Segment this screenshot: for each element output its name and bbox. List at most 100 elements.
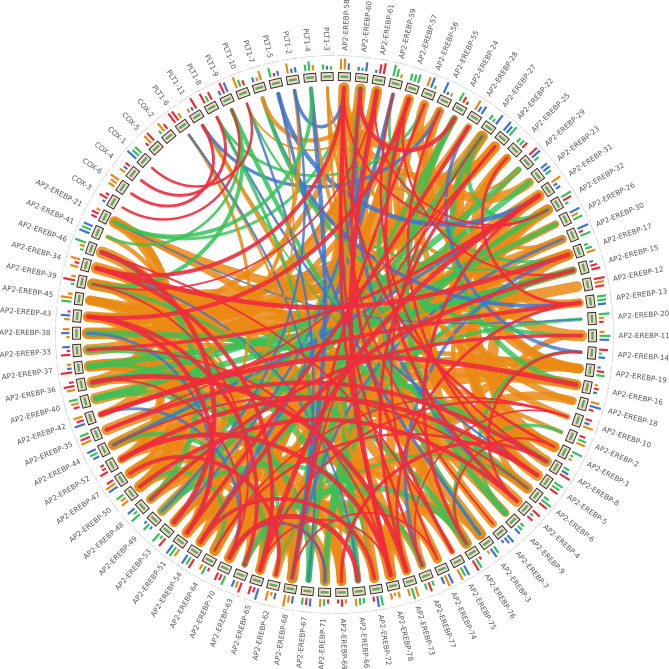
expression-bar bbox=[594, 280, 605, 285]
expression-bar bbox=[488, 114, 494, 121]
track-guide-arc bbox=[609, 290, 613, 308]
expression-bar bbox=[569, 454, 574, 458]
track-guide-arc bbox=[148, 115, 163, 127]
expression-bar bbox=[584, 421, 590, 426]
expression-bar bbox=[596, 373, 605, 378]
gene-domain-mark bbox=[544, 185, 552, 194]
gene-domain-mark bbox=[337, 591, 346, 594]
gene-domain-mark bbox=[453, 558, 462, 565]
gene-domain-mark bbox=[575, 416, 581, 425]
expression-bar bbox=[584, 245, 593, 250]
expression-bar bbox=[560, 190, 572, 199]
expression-bar bbox=[218, 573, 223, 581]
segment-label: AP2-EREBP-72 bbox=[376, 614, 393, 666]
expression-bar bbox=[206, 91, 213, 101]
segment-label: AP2-EREBP-78 bbox=[395, 610, 415, 662]
expression-bar bbox=[550, 175, 561, 184]
expression-bar bbox=[502, 121, 512, 132]
expression-bar bbox=[79, 247, 84, 252]
gene-domain-mark bbox=[468, 549, 477, 556]
expression-bar bbox=[285, 63, 289, 74]
expression-bar bbox=[542, 165, 551, 173]
expression-bar bbox=[134, 146, 143, 154]
segment-label: PLT1-11 bbox=[165, 68, 188, 97]
gene-domain-mark bbox=[424, 91, 433, 97]
expression-bar bbox=[426, 77, 432, 87]
expression-bar bbox=[593, 275, 605, 281]
track-guide-arc bbox=[74, 216, 82, 233]
track-guide-arc bbox=[56, 361, 60, 379]
expression-bar bbox=[66, 388, 76, 393]
track-guide-arc bbox=[336, 55, 354, 57]
expression-bar bbox=[68, 381, 74, 385]
expression-bar bbox=[116, 493, 124, 501]
expression-bar bbox=[308, 598, 312, 607]
expression-bar bbox=[96, 207, 101, 212]
segment-label: PLT1-9 bbox=[203, 53, 221, 78]
track-guide-arc bbox=[89, 468, 99, 483]
segment-label: AP2-EREBP-65 bbox=[229, 604, 253, 656]
link-plt bbox=[98, 88, 302, 417]
link-red bbox=[341, 86, 494, 525]
expression-bar bbox=[365, 62, 369, 72]
expression-bar bbox=[73, 405, 80, 410]
link-red bbox=[104, 380, 549, 464]
link-plt bbox=[200, 123, 377, 581]
link-green bbox=[159, 179, 532, 515]
expression-bar bbox=[423, 583, 429, 590]
expression-bar bbox=[101, 199, 106, 203]
segment-label: AP2-EREBP-59 bbox=[397, 7, 418, 59]
expression-bar bbox=[304, 597, 308, 606]
expression-bar bbox=[99, 470, 109, 478]
track-guide-arc bbox=[227, 70, 244, 78]
track-guide-arc bbox=[100, 168, 111, 183]
expression-bar bbox=[465, 101, 470, 106]
expression-bar bbox=[543, 495, 550, 502]
gene-domain-mark bbox=[440, 98, 449, 104]
link-green bbox=[274, 454, 529, 576]
expression-bar bbox=[167, 112, 177, 124]
segment-label: AP2-EREBP-42 bbox=[16, 422, 67, 447]
segment-label: AP2-EREBP-15 bbox=[608, 243, 660, 265]
expression-bar bbox=[110, 173, 120, 182]
expression-bar bbox=[106, 479, 114, 486]
expression-bar bbox=[578, 229, 584, 234]
expression-bar bbox=[382, 63, 387, 75]
segment-label: AP2-EREBP-17 bbox=[602, 221, 653, 246]
expression-bar bbox=[311, 64, 315, 71]
expression-bar bbox=[456, 568, 464, 581]
link-red bbox=[86, 314, 260, 567]
expression-bar bbox=[458, 92, 465, 102]
segment-label: PLT1-4 bbox=[301, 28, 312, 53]
segment-label: AP2-EREBP-67 bbox=[294, 616, 308, 668]
track-guide-arc bbox=[62, 398, 68, 415]
gene-domain-mark bbox=[590, 314, 594, 323]
gene-domain-mark bbox=[470, 114, 479, 121]
expression-bar bbox=[589, 259, 594, 264]
expression-bar bbox=[121, 499, 129, 507]
segment-label: AP2-EREBP-46 bbox=[17, 218, 69, 244]
expression-bar bbox=[190, 106, 194, 111]
expression-bar bbox=[74, 260, 80, 265]
segment-label: AP2-EREBP-18 bbox=[607, 406, 659, 429]
link-cox bbox=[130, 124, 215, 208]
gene-domain-mark bbox=[437, 566, 447, 572]
gene-domain-mark bbox=[532, 491, 540, 500]
gene-domain-mark bbox=[75, 346, 79, 355]
expression-bar bbox=[597, 298, 607, 302]
expression-bar bbox=[540, 162, 548, 170]
expression-bar bbox=[477, 106, 483, 113]
expression-bar bbox=[70, 255, 81, 261]
expression-bar bbox=[149, 526, 153, 530]
track-guide-arc bbox=[56, 287, 60, 305]
expression-bar bbox=[478, 555, 483, 561]
expression-bar bbox=[575, 441, 586, 448]
link-red bbox=[119, 432, 393, 578]
gene-domain-mark bbox=[561, 447, 568, 457]
track-guide-arc bbox=[120, 514, 133, 528]
expression-bar bbox=[595, 284, 605, 288]
segment-label: AP2-EREBP-57 bbox=[415, 13, 439, 65]
expression-bar bbox=[234, 580, 240, 588]
track-guide-arc bbox=[176, 564, 191, 574]
